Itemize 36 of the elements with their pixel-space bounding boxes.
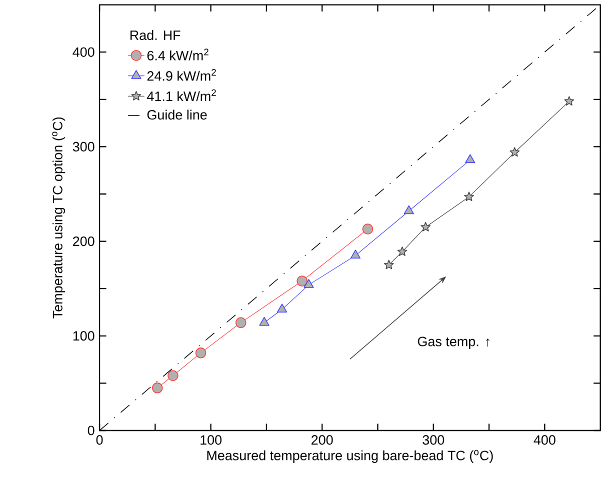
x-tick-label: 100 <box>200 435 222 445</box>
point <box>465 154 476 163</box>
y-tick-label: 300 <box>72 142 94 152</box>
y-tick-label: 400 <box>72 47 94 57</box>
point <box>296 276 308 286</box>
legend-label: 6.4 kW/m$^{2}$ <box>147 48 208 60</box>
point <box>168 370 178 381</box>
x-tick-label: 300 <box>422 435 444 445</box>
point <box>277 303 288 312</box>
x-tick-label: 200 <box>312 435 333 445</box>
y-axis-title: Temperature using TC option ($^{o}$C) <box>52 117 66 318</box>
point <box>235 317 246 328</box>
point <box>195 347 206 358</box>
point <box>304 278 314 288</box>
point <box>397 246 408 256</box>
legend-label: Guide line <box>147 110 207 120</box>
point <box>350 250 361 258</box>
y-tick-label: 100 <box>73 330 94 341</box>
point <box>259 316 270 326</box>
x-tick-label: 0 <box>96 435 103 445</box>
y-tick-label: 200 <box>73 236 94 246</box>
legend-title: Rad. HF <box>130 30 180 40</box>
point <box>510 147 520 156</box>
y-tick-label: 0 <box>88 426 94 436</box>
point <box>404 205 414 214</box>
point <box>362 223 374 234</box>
x-axis-title: Measured temperature using bare-bead TC ($^{o}$C) <box>207 450 493 463</box>
legend-label: 24.9 kW/m$^{2}$ <box>147 68 216 81</box>
point <box>384 260 394 270</box>
point <box>152 382 163 394</box>
annotation: Gas temp. ↑ <box>418 336 490 349</box>
point <box>564 96 574 106</box>
point <box>420 222 431 232</box>
legend-label: 41.1 kW/m$^{2}$ <box>147 89 216 101</box>
x-tick-label: 400 <box>534 435 556 445</box>
point <box>464 192 474 201</box>
